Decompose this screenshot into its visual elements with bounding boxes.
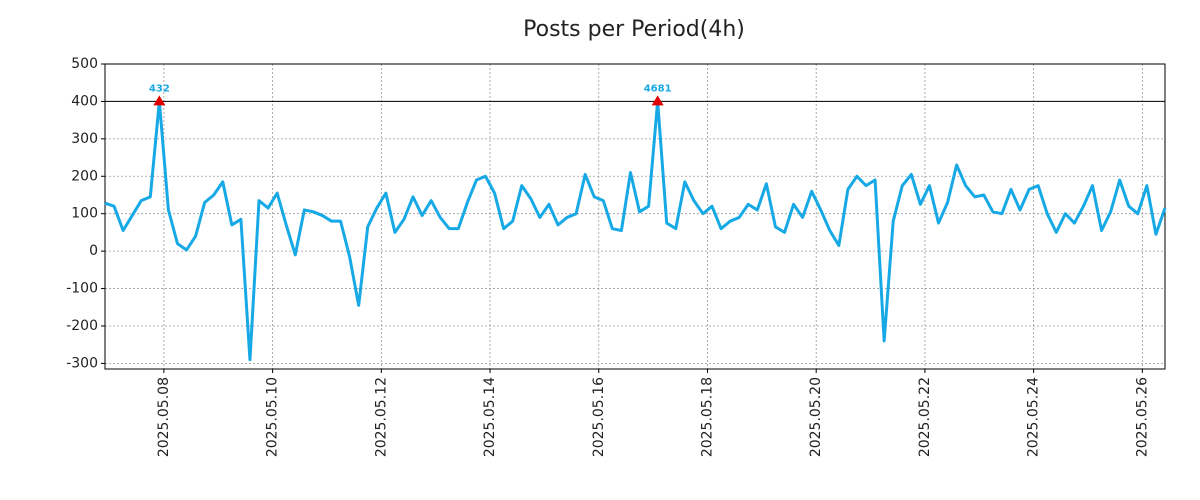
x-tick-label: 2025.05.24 <box>1026 377 1042 457</box>
y-tick-label: 500 <box>71 56 98 72</box>
x-tick-label: 2025.05.18 <box>699 377 715 457</box>
x-tick-label: 2025.05.12 <box>373 377 389 457</box>
x-tick-label: 2025.05.10 <box>265 377 281 457</box>
peak-marker <box>651 95 664 106</box>
y-tick-label: -100 <box>66 281 98 297</box>
x-tick-label: 2025.05.20 <box>808 377 824 457</box>
x-tick-label: 2025.05.08 <box>156 377 172 457</box>
line-series <box>104 99 1167 362</box>
peak-marker <box>153 95 166 106</box>
chart-title: Posts per Period(4h) <box>523 17 745 42</box>
peak-label: 432 <box>149 83 170 94</box>
y-tick-label: 400 <box>71 93 98 109</box>
x-tick-label: 2025.05.26 <box>1134 377 1150 457</box>
plot-frame <box>104 63 1166 370</box>
x-tick-label: 2025.05.14 <box>482 377 498 457</box>
x-tick-label: 2025.05.16 <box>591 377 607 457</box>
y-tick-label: -200 <box>66 318 98 334</box>
y-tick-label: 100 <box>71 206 98 222</box>
peak-label: 4681 <box>644 83 672 94</box>
y-tick-label: 300 <box>71 131 98 147</box>
x-tick-label: 2025.05.22 <box>917 377 933 457</box>
y-tick-label: -300 <box>66 355 98 371</box>
y-tick-label: 200 <box>71 168 98 184</box>
y-tick-label: 0 <box>89 243 98 259</box>
